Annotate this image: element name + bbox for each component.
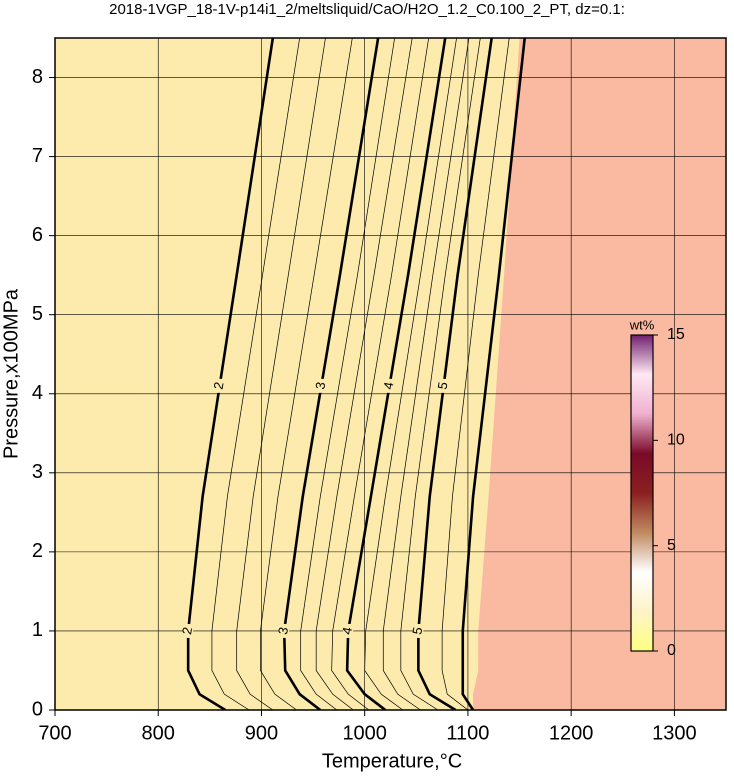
contour-label: 3 (275, 626, 291, 636)
x-tick-label: 1100 (446, 722, 489, 744)
contour-label-bg (413, 623, 424, 638)
contour-label-bg (316, 378, 327, 393)
y-tick-label: 3 (32, 461, 43, 483)
y-tick-label: 1 (32, 619, 43, 641)
y-axis-label: Pressure,x100MPa (0, 288, 22, 459)
contour-label: 2 (179, 626, 195, 636)
contour-label: 4 (339, 626, 355, 636)
contour-label-bg (384, 378, 395, 393)
x-tick-label: 800 (142, 722, 175, 744)
contour-label: 4 (380, 381, 396, 391)
contour-label-bg (438, 378, 449, 393)
x-tick-label: 1200 (549, 722, 594, 744)
colorbar (630, 334, 654, 652)
y-tick-label: 6 (32, 224, 43, 246)
plot-frame (54, 37, 727, 711)
chart-title: 2018-1VGP_18-1V-p14i1_2/meltsliquid/CaO/… (109, 1, 625, 18)
contour-line (441, 38, 510, 710)
colorbar-tick-label: 10 (667, 432, 685, 449)
colorbar-tick-label: 15 (667, 326, 685, 343)
contour-line (236, 38, 326, 710)
contour-line (461, 38, 526, 710)
contour-line (315, 38, 413, 710)
contour-line (260, 38, 353, 710)
contour-line (364, 38, 457, 710)
y-tick-label: 0 (32, 698, 43, 720)
y-tick-label: 2 (32, 540, 43, 562)
contour-label: 2 (211, 381, 227, 391)
colorbar-label: wt% (629, 317, 655, 332)
contour-label: 5 (409, 626, 425, 636)
y-tick-label: 4 (32, 382, 43, 404)
x-tick-label: 1000 (342, 722, 387, 744)
contour-line (331, 38, 430, 710)
contour-label-bg (279, 623, 290, 638)
contour-label: 3 (312, 381, 328, 391)
contour-label-bg (343, 623, 354, 638)
y-tick-label: 5 (32, 303, 43, 325)
contour-line (382, 38, 470, 710)
contour-label: 5 (435, 381, 451, 391)
y-tick-label: 8 (32, 66, 43, 88)
x-tick-label: 900 (245, 722, 278, 744)
colorbar-tick-label: 5 (667, 537, 676, 554)
contour-line (300, 38, 395, 710)
y-tick-label: 7 (32, 145, 43, 167)
region-fill (473, 38, 726, 710)
colorbar-tick-label: 0 (667, 642, 676, 659)
x-tick-label: 1300 (652, 722, 697, 744)
x-tick-label: 700 (38, 722, 71, 744)
contour-label-bg (183, 623, 194, 638)
contour-label-bg (214, 378, 225, 393)
contour-line (211, 38, 301, 710)
contour-line (400, 38, 481, 710)
x-axis-label: Temperature,°C (322, 750, 462, 772)
